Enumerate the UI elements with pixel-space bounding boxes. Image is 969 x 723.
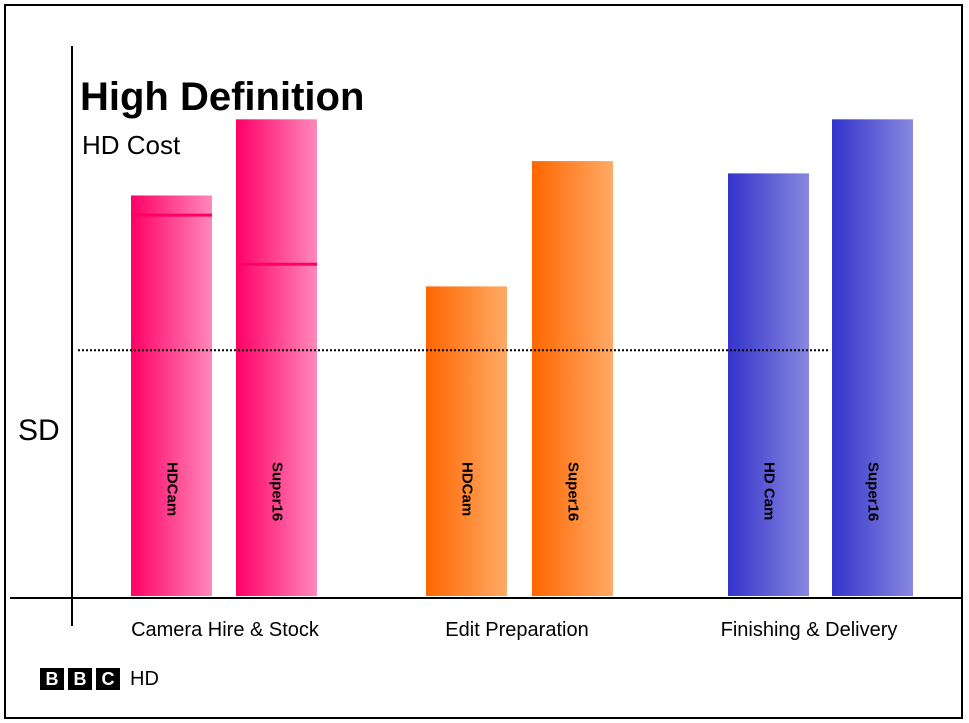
bar-label-4: HD Cam <box>761 462 778 520</box>
logo-letter: B <box>40 668 64 690</box>
bars-layer: HDCam Super16 HDCam Super16 HD Cam Super16 <box>131 119 913 597</box>
bar-0 <box>131 195 212 596</box>
bar-label-5: Super16 <box>865 462 882 521</box>
slide-frame <box>4 4 963 719</box>
bar-label-2: HDCam <box>459 462 476 516</box>
chart-subtitle: HD Cost <box>82 130 181 160</box>
category-label-camera-hire: Camera Hire & Stock <box>131 619 319 641</box>
category-label-edit-preparation: Edit Preparation <box>445 619 589 641</box>
logo-letter: B <box>68 668 92 690</box>
bar-label-3: Super16 <box>565 462 582 521</box>
chart-title: High Definition <box>80 75 365 119</box>
bar-1 <box>236 119 317 597</box>
bar-3 <box>532 161 613 597</box>
bar-label-0: HDCam <box>164 462 181 516</box>
bar-4 <box>728 173 809 596</box>
bar-5 <box>832 119 913 597</box>
bar-label-1: Super16 <box>269 462 286 521</box>
logo-hd-text: HD <box>130 668 159 690</box>
sd-baseline-label: SD <box>18 414 60 447</box>
bbc-hd-logo: B B C HD <box>40 668 159 690</box>
bar-2 <box>426 286 507 596</box>
logo-letter: C <box>96 668 120 690</box>
category-label-finishing-delivery: Finishing & Delivery <box>720 619 898 641</box>
